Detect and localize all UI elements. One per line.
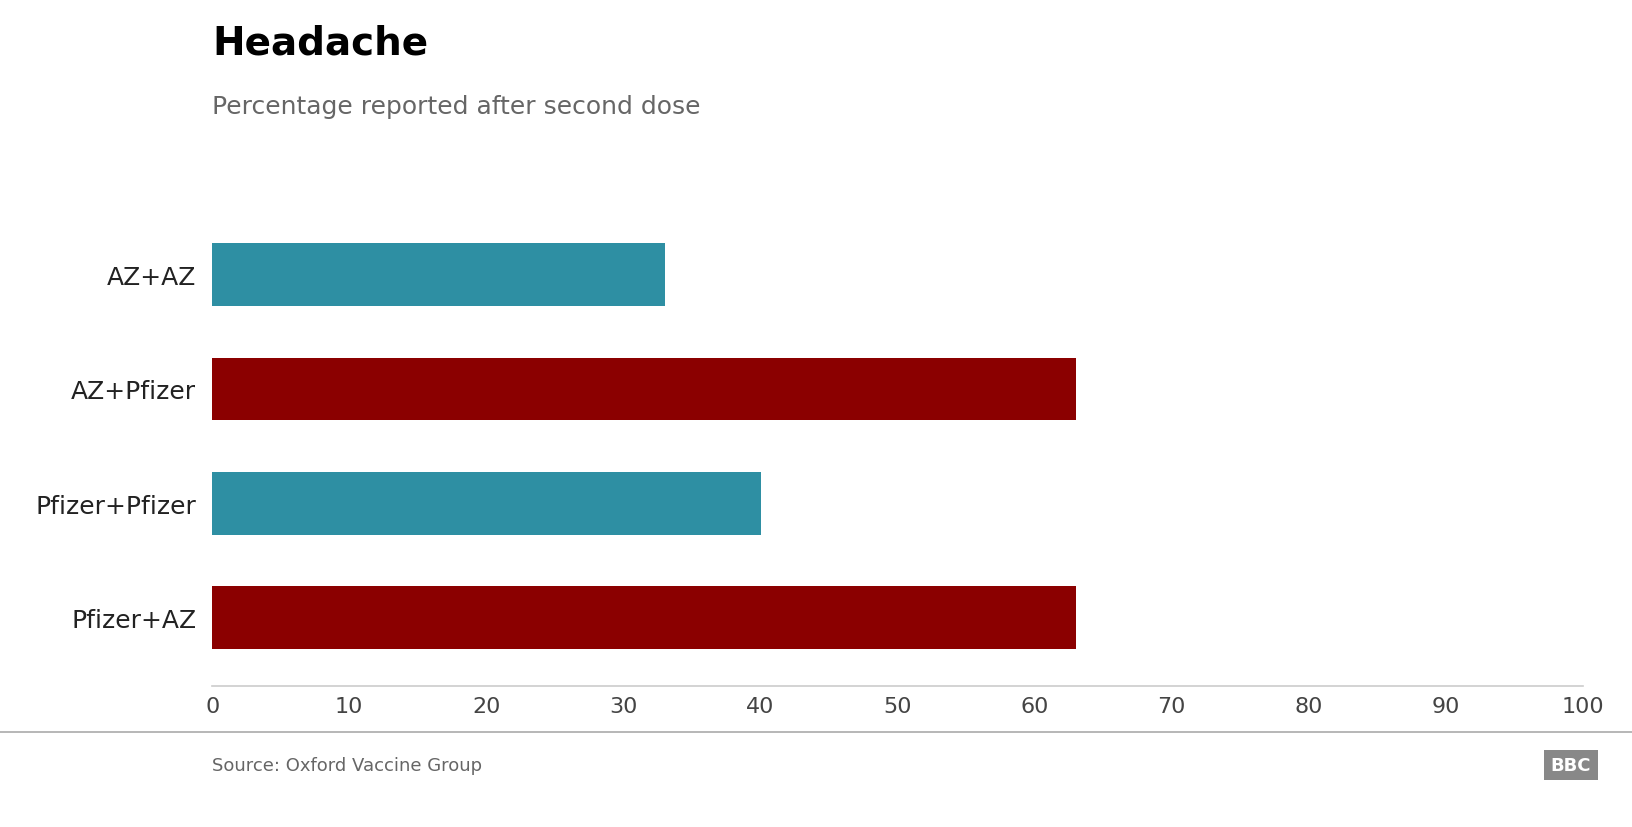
Bar bbox=[212, 244, 664, 307]
Text: Source: Oxford Vaccine Group: Source: Oxford Vaccine Group bbox=[212, 756, 483, 774]
Bar bbox=[212, 358, 1075, 421]
Bar bbox=[212, 472, 761, 535]
Text: Percentage reported after second dose: Percentage reported after second dose bbox=[212, 95, 700, 119]
Bar bbox=[212, 586, 1075, 649]
Text: BBC: BBC bbox=[1550, 756, 1591, 774]
Text: Headache: Headache bbox=[212, 25, 428, 63]
